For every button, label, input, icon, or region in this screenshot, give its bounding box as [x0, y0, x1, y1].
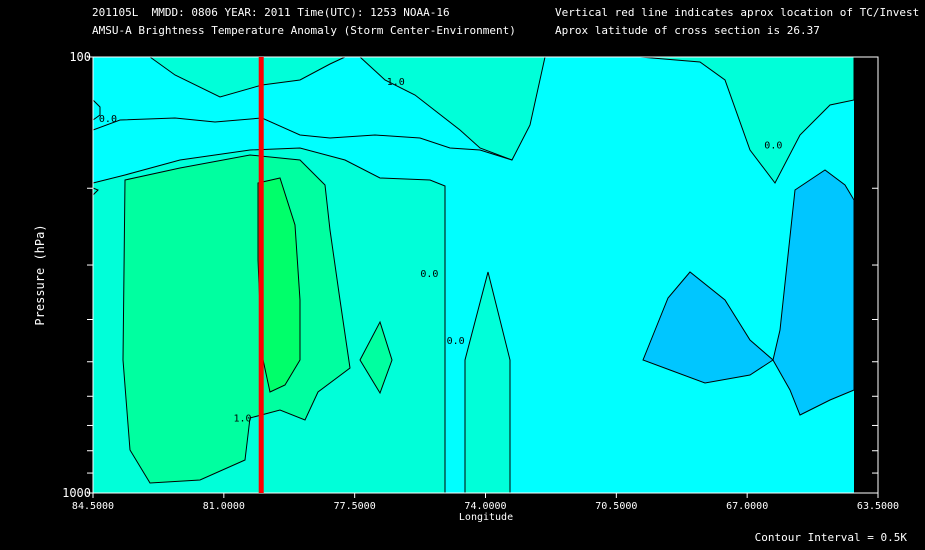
y-axis-label: Pressure (hPa) — [33, 224, 47, 325]
region-blue-mid — [642, 271, 774, 384]
contour-label: 1.0 — [233, 413, 251, 424]
contour-label: 0.0 — [99, 114, 117, 125]
contour-interval-label: Contour Interval = 0.5K — [754, 531, 907, 544]
x-tick-label: 70.5000 — [595, 501, 637, 512]
x-tick-label: 77.5000 — [334, 501, 376, 512]
header-line-2: AMSU-A Brightness Temperature Anomaly (S… — [92, 24, 516, 37]
contour-line-upper — [92, 117, 513, 161]
contour-label: 1.0 — [387, 77, 405, 88]
right-strip — [854, 57, 878, 493]
contour-labels: 1.0 0.0 0.0 0.0 1.0 0.0 — [99, 77, 782, 424]
x-axis-label: Longitude — [459, 512, 513, 523]
contour-label: 0.0 — [764, 140, 782, 151]
contour-label: 0.0 — [447, 336, 465, 347]
y-tick-label: 100 — [69, 50, 91, 64]
x-tick-label: 81.0000 — [203, 501, 245, 512]
region-aqua-top-mid — [358, 56, 546, 161]
x-tick-label: 74.0000 — [464, 501, 506, 512]
x-tick-label: 63.5000 — [857, 501, 899, 512]
header-line-3: Vertical red line indicates aprox locati… — [555, 6, 920, 19]
y-tick-label: 1000 — [62, 486, 91, 500]
x-tick-label: 84.5000 — [72, 501, 114, 512]
x-tick-label: 67.0000 — [726, 501, 768, 512]
region-aqua-top-left — [148, 56, 346, 98]
header-line-4: Aprox latitude of cross section is 26.37 — [555, 24, 820, 37]
contour-line-left-edge — [92, 99, 101, 121]
header-line-1: 201105L MMDD: 0806 YEAR: 2011 Time(UTC):… — [92, 6, 450, 19]
region-green-diamond — [359, 320, 393, 395]
plot-area — [92, 56, 879, 494]
axes: 84.5000 81.0000 77.5000 74.0000 70.5000 67.00… — [62, 50, 899, 512]
contour-line-left-edge2 — [92, 187, 99, 196]
contour-label: 0.0 — [420, 269, 438, 280]
